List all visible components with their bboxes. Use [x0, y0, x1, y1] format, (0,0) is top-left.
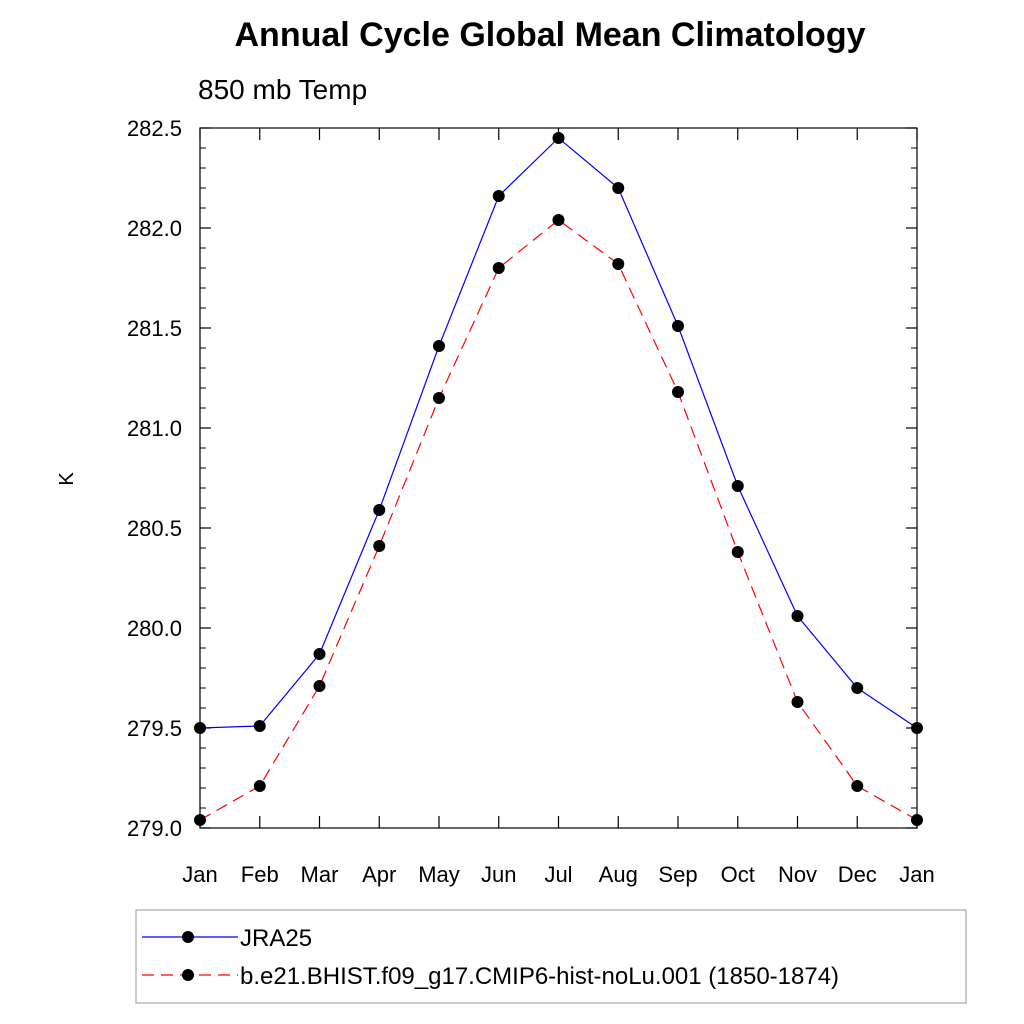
data-point	[552, 132, 565, 144]
data-point	[612, 182, 625, 194]
series-layer	[194, 132, 923, 826]
series-line-1	[199, 219, 918, 821]
x-tick-label: May	[418, 862, 460, 887]
data-point	[911, 814, 923, 826]
axis-ticks: 279.0 279.5 280.0 280.5 281.0 281.5 282.0 282.5…	[127, 116, 935, 887]
data-point	[253, 780, 266, 792]
data-point	[373, 504, 386, 516]
data-point	[851, 682, 864, 694]
legend: JRA25 b.e21.BHIST.f09_g17.CMIP6-hist-noLu…	[135, 909, 967, 1004]
data-point	[791, 696, 804, 708]
legend-label: JRA25	[240, 925, 312, 952]
data-point	[433, 340, 445, 352]
series-line-0	[199, 137, 918, 729]
data-point	[373, 540, 386, 552]
x-tick-label: Sep	[658, 862, 697, 887]
chart-subtitle: 850 mb Temp	[198, 74, 367, 105]
plot-frame	[199, 127, 918, 829]
x-tick-label: Jun	[481, 862, 516, 887]
legend-marker	[182, 969, 194, 981]
data-point	[911, 722, 923, 734]
y-tick-label: 280.0	[127, 616, 182, 641]
x-tick-label: Nov	[778, 862, 817, 887]
data-point	[552, 214, 565, 226]
data-point	[851, 780, 864, 792]
y-tick-label: 282.5	[127, 116, 182, 141]
y-tick-label: 280.5	[127, 516, 182, 541]
data-point	[492, 190, 505, 202]
y-tick-label: 281.0	[127, 416, 182, 441]
y-tick-label: 282.0	[127, 216, 182, 241]
data-point	[313, 648, 326, 660]
data-point	[731, 480, 744, 492]
data-point	[731, 546, 744, 558]
data-point	[612, 258, 625, 270]
x-tick-label: Apr	[362, 862, 396, 887]
legend-box	[135, 909, 967, 1004]
data-point	[433, 392, 445, 404]
x-tick-label: Jan	[182, 862, 217, 887]
x-tick-label: Jan	[899, 862, 934, 887]
data-point	[313, 680, 326, 692]
y-tick-label: 281.5	[127, 316, 182, 341]
data-point	[791, 610, 804, 622]
x-tick-label: Mar	[301, 862, 339, 887]
y-tick-label: 279.5	[127, 716, 182, 741]
x-tick-label: Jul	[544, 862, 572, 887]
data-point	[492, 262, 505, 274]
y-tick-label: 279.0	[127, 816, 182, 841]
data-point	[194, 814, 206, 826]
data-point	[672, 320, 684, 332]
x-tick-label: Aug	[599, 862, 638, 887]
legend-label: b.e21.BHIST.f09_g17.CMIP6-hist-noLu.001 …	[240, 963, 839, 990]
data-point	[672, 386, 684, 398]
y-axis-label: K	[56, 472, 78, 486]
x-tick-label: Oct	[721, 862, 755, 887]
data-point	[194, 722, 206, 734]
legend-marker	[182, 931, 194, 943]
data-point	[253, 720, 266, 732]
x-tick-label: Feb	[241, 862, 279, 887]
x-tick-label: Dec	[838, 862, 877, 887]
chart-title: Annual Cycle Global Mean Climatology	[235, 16, 866, 54]
